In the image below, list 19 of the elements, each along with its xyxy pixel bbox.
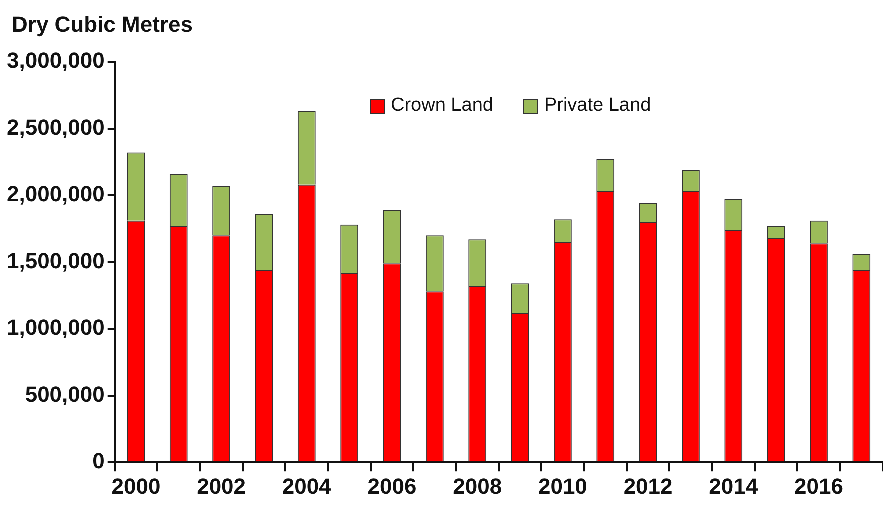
- x-tick-label: 2004: [282, 474, 332, 499]
- y-tick-label: 3,000,000: [6, 48, 105, 74]
- y-tick-label: 2,500,000: [6, 114, 105, 140]
- x-tick-label: 2016: [794, 474, 844, 499]
- y-tick-label: 500,000: [25, 382, 105, 407]
- y-axis-title: Dry Cubic Metres: [12, 12, 193, 38]
- x-tick-label: 2006: [368, 474, 417, 499]
- y-tick-label: 1,500,000: [6, 248, 105, 274]
- y-tick-label: 1,000,000: [6, 315, 105, 340]
- x-tick-label: 2012: [624, 474, 673, 499]
- x-tick-label: 2002: [197, 474, 246, 499]
- y-tick-label: 0: [92, 448, 105, 474]
- legend-label: Private Land: [544, 95, 652, 117]
- legend-label: Crown Land: [391, 95, 494, 117]
- y-tick-label: 2,000,000: [6, 182, 105, 207]
- x-tick-label: 2014: [709, 474, 759, 499]
- x-tick-label: 2000: [112, 474, 161, 499]
- x-tick-label: 2010: [538, 474, 588, 499]
- x-tick-label: 2008: [453, 474, 502, 499]
